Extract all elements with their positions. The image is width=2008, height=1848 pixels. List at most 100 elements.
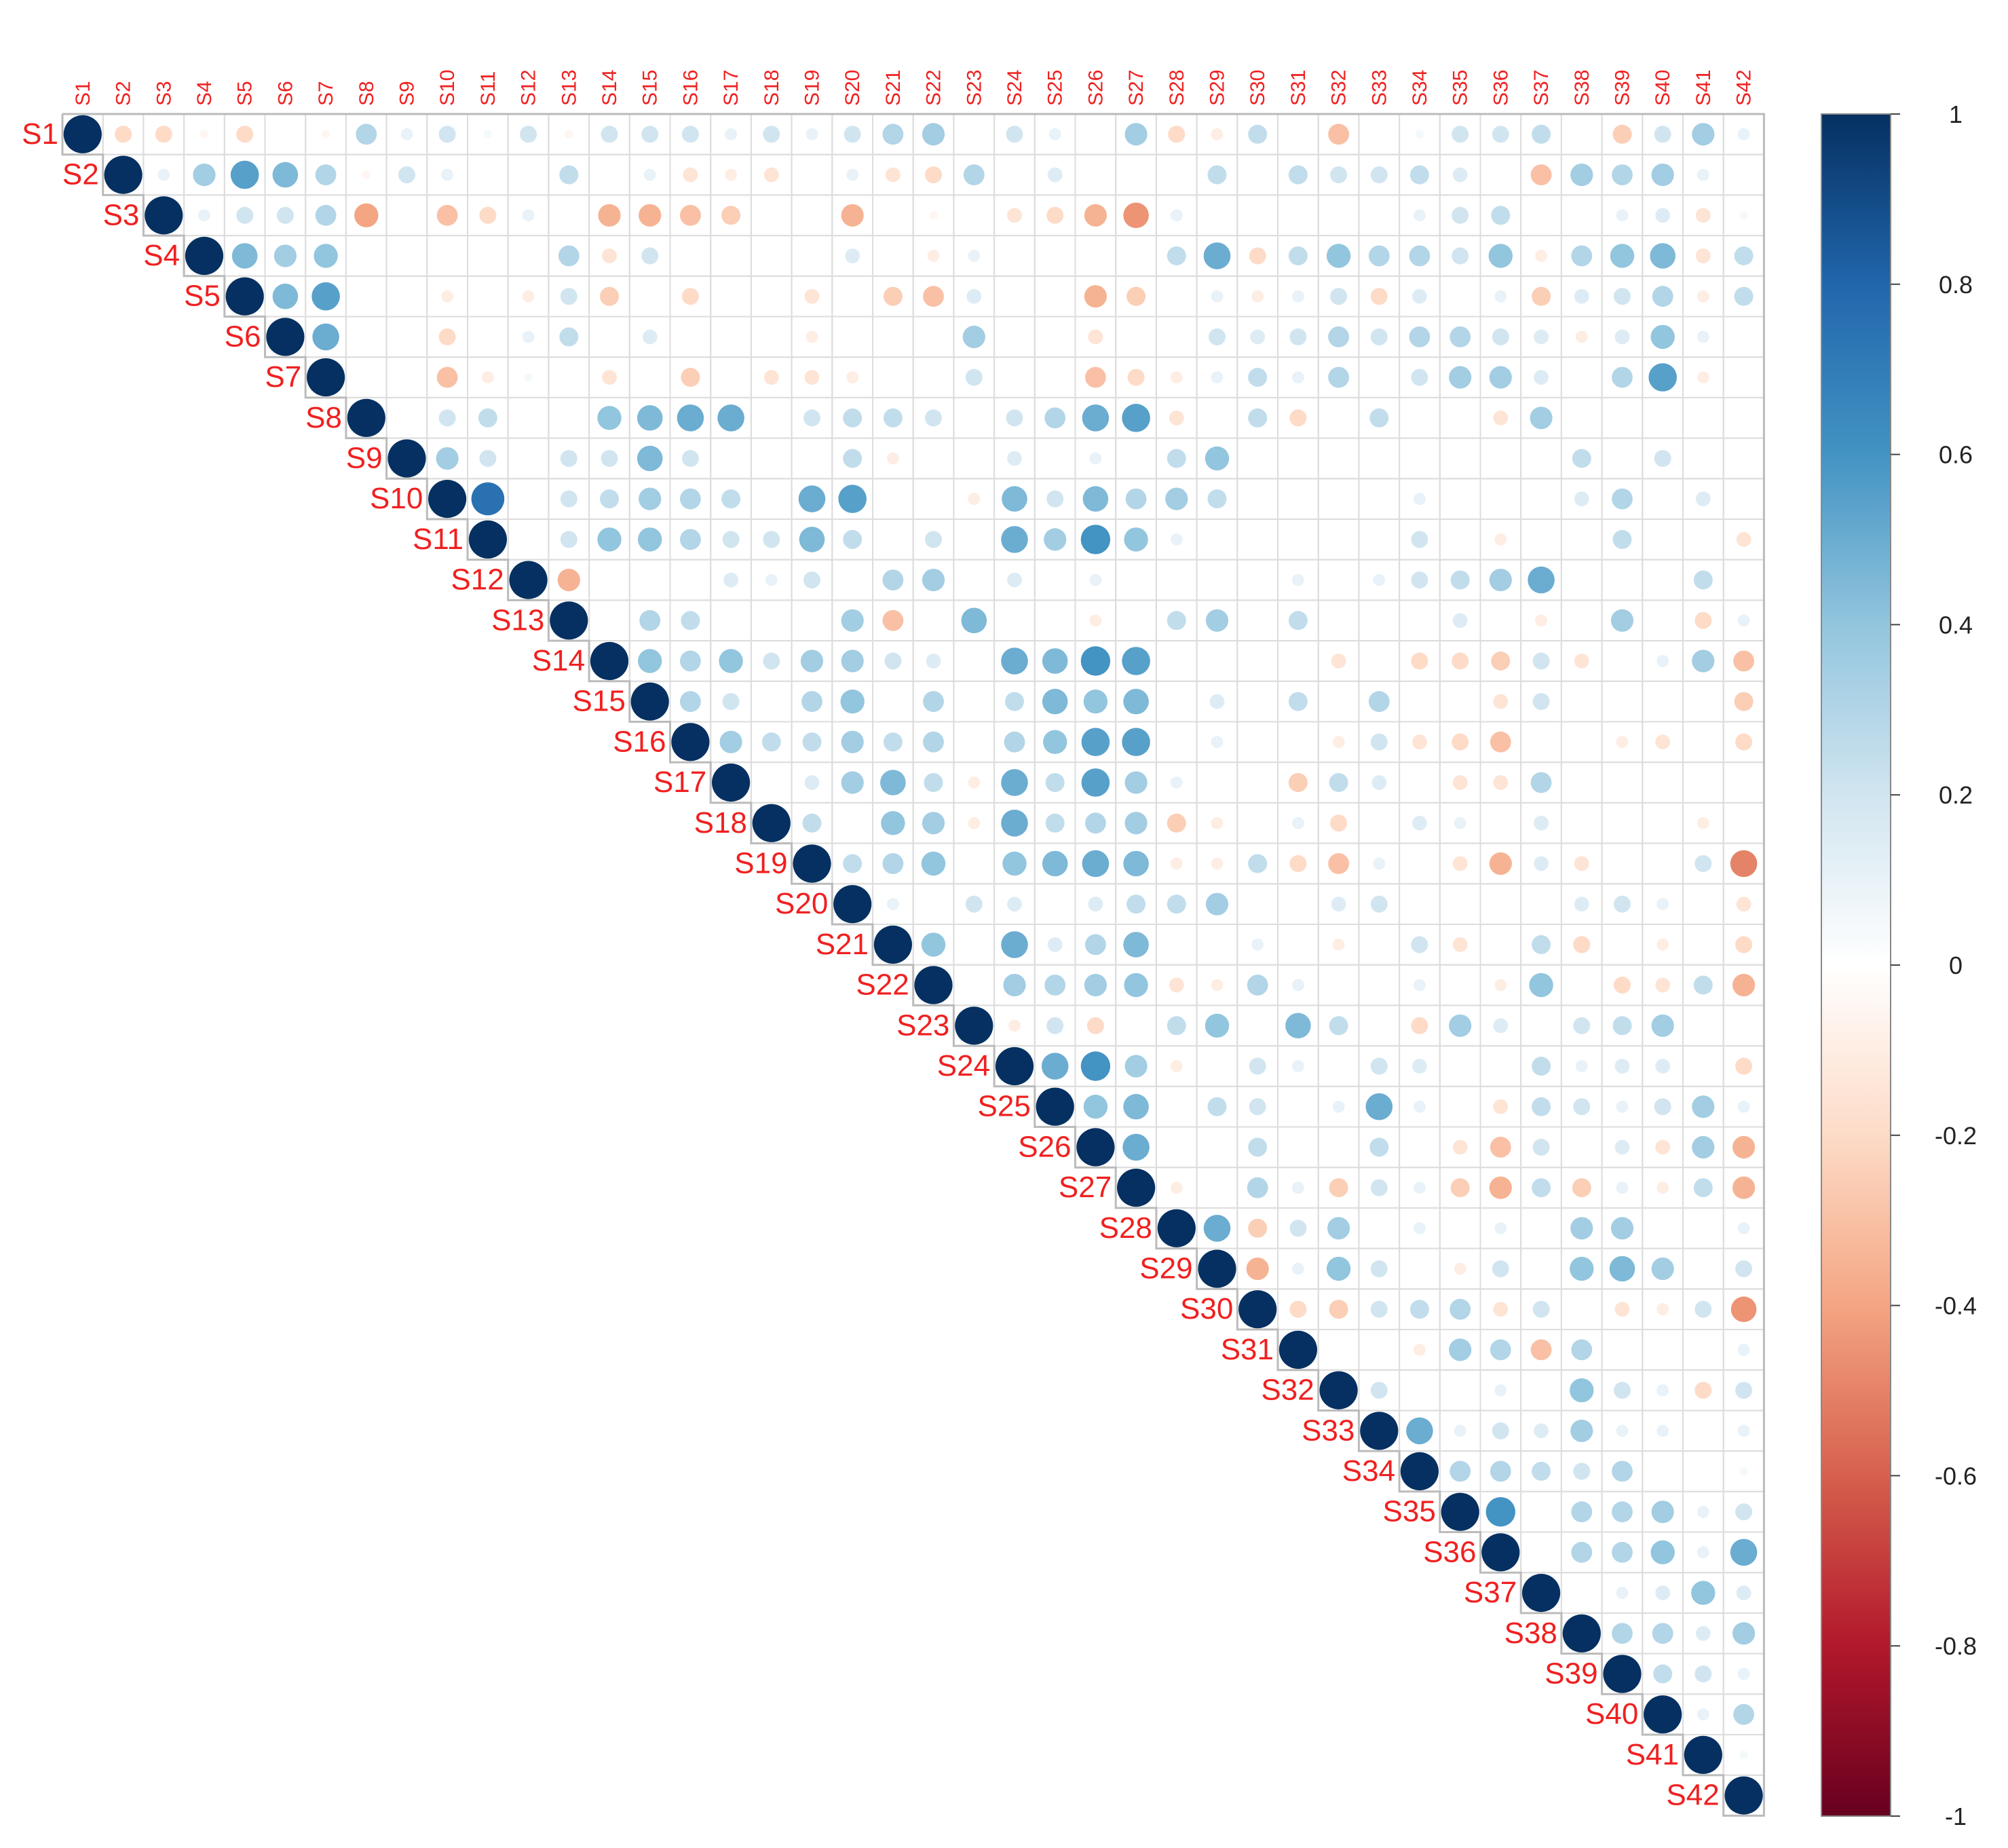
correlation-circle bbox=[1616, 736, 1629, 749]
grid-cell bbox=[750, 680, 793, 723]
grid-cell bbox=[1682, 761, 1724, 804]
correlation-circle bbox=[966, 288, 982, 304]
correlation-circle bbox=[845, 248, 860, 263]
grid-cell bbox=[628, 559, 671, 601]
correlation-circle bbox=[438, 126, 456, 143]
row-label: S31 bbox=[1221, 1333, 1274, 1366]
grid-cell bbox=[1317, 1126, 1360, 1169]
correlation-circle bbox=[1488, 244, 1513, 268]
grid-cell bbox=[1236, 194, 1279, 237]
grid-cell bbox=[1358, 194, 1401, 237]
grid-cell bbox=[345, 235, 387, 277]
correlation-circle bbox=[1616, 1100, 1629, 1113]
correlation-circle bbox=[1371, 775, 1387, 790]
grid-cell bbox=[1034, 235, 1076, 277]
correlation-circle bbox=[1733, 1703, 1755, 1725]
grid-cell bbox=[1439, 883, 1481, 926]
correlation-circle bbox=[1331, 897, 1346, 912]
grid-cell bbox=[750, 194, 793, 237]
grid-cell bbox=[1115, 1004, 1157, 1047]
row-label: S35 bbox=[1383, 1495, 1436, 1528]
row-label: S27 bbox=[1059, 1171, 1112, 1204]
correlation-circle bbox=[803, 409, 820, 427]
grid-cell bbox=[1034, 559, 1076, 601]
correlation-circle bbox=[683, 167, 698, 183]
correlation-circle bbox=[198, 209, 210, 222]
correlation-circle bbox=[1529, 973, 1553, 998]
correlation-circle bbox=[840, 689, 865, 714]
legend-color-bar bbox=[1821, 113, 1891, 1817]
correlation-circle bbox=[1250, 329, 1266, 345]
grid-cell bbox=[1682, 1247, 1724, 1290]
correlation-circle bbox=[1735, 1260, 1753, 1277]
correlation-circle bbox=[1332, 939, 1345, 951]
row-label: S9 bbox=[346, 442, 383, 475]
correlation-circle bbox=[1409, 245, 1431, 267]
correlation-circle bbox=[1127, 369, 1145, 386]
correlation-circle bbox=[921, 851, 946, 876]
grid-cell bbox=[507, 153, 550, 196]
correlation-circle bbox=[1373, 857, 1386, 870]
correlation-circle bbox=[680, 488, 701, 510]
grid-cell bbox=[1277, 721, 1319, 763]
correlation-circle bbox=[1005, 692, 1024, 711]
grid-cell bbox=[1682, 518, 1724, 561]
correlation-circle bbox=[923, 731, 944, 753]
correlation-circle bbox=[1532, 124, 1551, 144]
grid-cell bbox=[1317, 518, 1360, 561]
grid-cell bbox=[467, 235, 509, 277]
column-label: S13 bbox=[558, 70, 580, 106]
correlation-circle bbox=[482, 371, 494, 383]
correlation-circle bbox=[1684, 1735, 1722, 1774]
correlation-circle bbox=[1694, 1300, 1712, 1318]
correlation-circle bbox=[1001, 526, 1028, 553]
grid-cell bbox=[953, 194, 996, 237]
correlation-circle bbox=[1124, 123, 1148, 146]
correlation-circle bbox=[1616, 1587, 1629, 1600]
correlation-circle bbox=[1570, 1378, 1594, 1403]
correlation-circle bbox=[436, 204, 458, 226]
correlation-circle bbox=[1170, 1060, 1183, 1072]
grid-cell bbox=[1317, 396, 1360, 439]
grid-cell bbox=[1520, 1207, 1562, 1249]
correlation-circle bbox=[1735, 1382, 1753, 1399]
correlation-circle bbox=[1169, 977, 1184, 993]
grid-cell bbox=[1317, 1045, 1360, 1087]
grid-cell bbox=[1682, 1329, 1724, 1371]
column-label: S17 bbox=[720, 70, 742, 106]
correlation-circle bbox=[1203, 1215, 1231, 1242]
correlation-circle bbox=[1251, 290, 1264, 303]
correlation-circle bbox=[1449, 1014, 1472, 1037]
grid-cell bbox=[1317, 478, 1360, 520]
correlation-circle bbox=[1697, 168, 1709, 181]
correlation-circle bbox=[1211, 371, 1224, 383]
grid-cell bbox=[1520, 1490, 1562, 1533]
grid-cell bbox=[1439, 1369, 1481, 1412]
grid-cell bbox=[345, 316, 387, 358]
grid-cell bbox=[1439, 518, 1481, 561]
color-legend: 1 0.8 0.6 0.4 0.2 0 -0.2 -0.4 -0.6 -0.8 -1 bbox=[1821, 100, 1977, 1830]
triangle-border bbox=[61, 113, 1765, 1817]
grid-cell bbox=[831, 802, 874, 844]
column-label: S32 bbox=[1328, 70, 1350, 106]
grid-cell bbox=[1601, 924, 1644, 966]
grid-cell bbox=[1277, 1085, 1319, 1128]
grid-cell bbox=[1277, 478, 1319, 520]
grid-cell bbox=[1277, 640, 1319, 682]
grid-cell bbox=[1479, 478, 1522, 520]
correlation-circle bbox=[1251, 939, 1264, 951]
correlation-circle bbox=[1449, 366, 1472, 389]
correlation-circle bbox=[1088, 329, 1103, 345]
grid-cell bbox=[1642, 1329, 1684, 1371]
grid-cell bbox=[1034, 356, 1076, 398]
correlation-circle bbox=[1449, 1338, 1472, 1361]
column-label: S31 bbox=[1287, 70, 1310, 106]
correlation-circle bbox=[1415, 130, 1424, 139]
grid-cell bbox=[1155, 559, 1198, 601]
correlation-circle bbox=[559, 327, 579, 347]
grid-cell bbox=[548, 396, 590, 439]
grid-cell bbox=[1358, 802, 1401, 844]
correlation-circle bbox=[1692, 1135, 1715, 1158]
grid-cell bbox=[1196, 761, 1238, 804]
correlation-circle bbox=[1454, 1425, 1466, 1437]
